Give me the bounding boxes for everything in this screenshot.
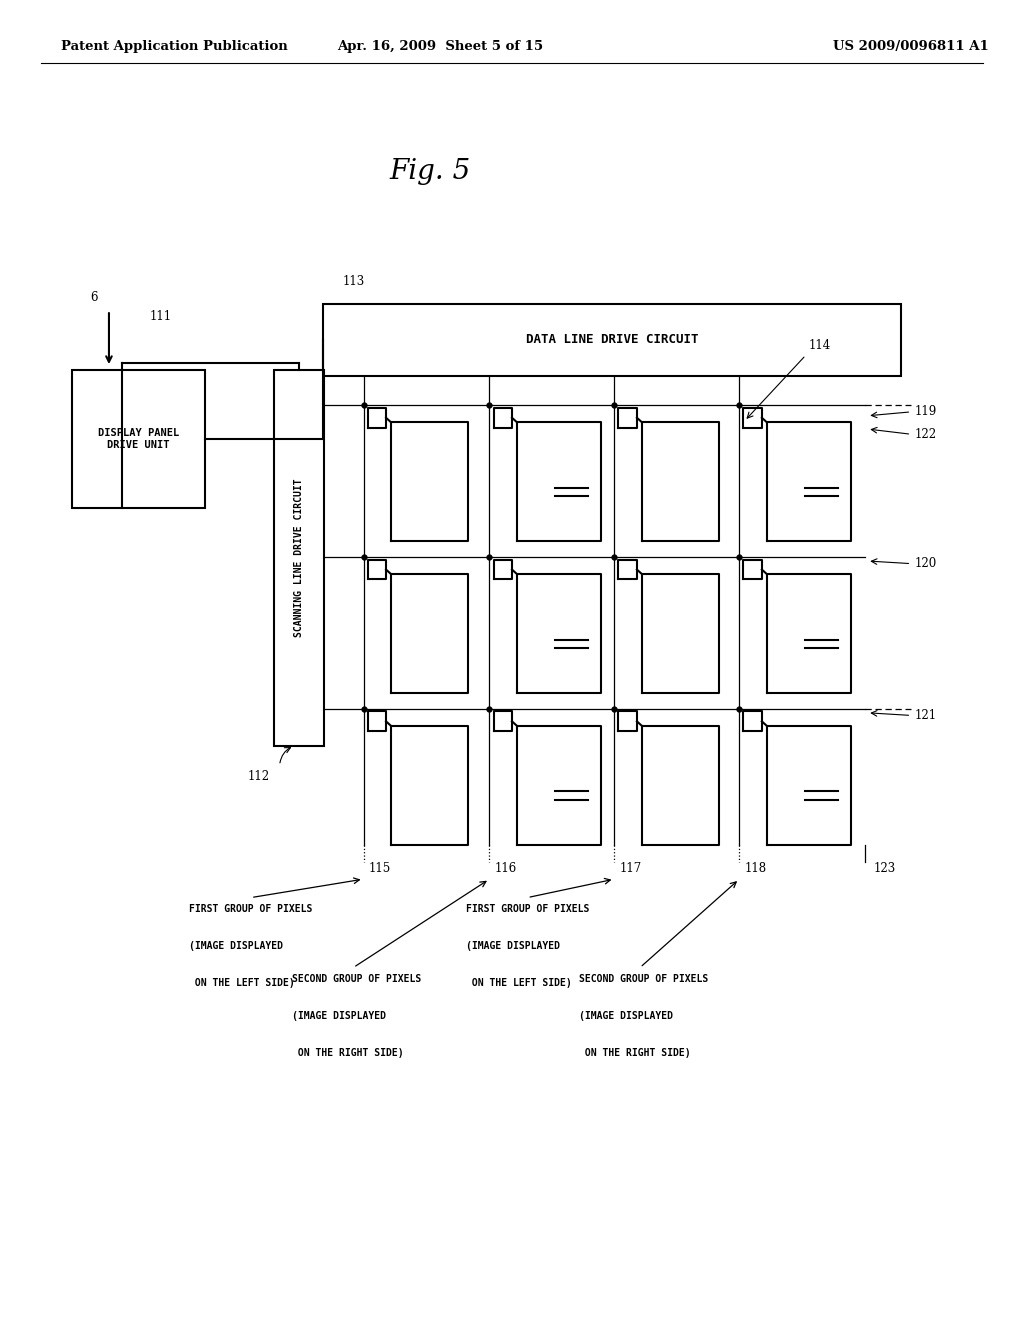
Text: ON THE RIGHT SIDE): ON THE RIGHT SIDE) [292, 1048, 403, 1059]
Text: 116: 116 [495, 862, 517, 875]
Text: (IMAGE DISPLAYED: (IMAGE DISPLAYED [292, 1011, 386, 1022]
Text: 119: 119 [914, 405, 937, 418]
Text: DISPLAY PANEL
DRIVE UNIT: DISPLAY PANEL DRIVE UNIT [97, 428, 179, 450]
Text: 6: 6 [90, 290, 97, 304]
Text: 120: 120 [914, 557, 937, 570]
Text: 123: 123 [873, 862, 896, 875]
Text: US 2009/0096811 A1: US 2009/0096811 A1 [834, 40, 989, 53]
Bar [323, 304, 901, 376]
Text: FIRST GROUP OF PIXELS: FIRST GROUP OF PIXELS [466, 904, 589, 915]
Bar [274, 370, 324, 746]
Text: ON THE LEFT SIDE): ON THE LEFT SIDE) [189, 978, 295, 989]
Text: (IMAGE DISPLAYED: (IMAGE DISPLAYED [189, 941, 284, 952]
Text: 122: 122 [914, 428, 937, 441]
Text: 117: 117 [620, 862, 642, 875]
Text: 112: 112 [247, 770, 269, 783]
Text: SECOND GROUP OF PIXELS: SECOND GROUP OF PIXELS [292, 974, 421, 985]
Text: 114: 114 [809, 339, 831, 352]
Text: 111: 111 [150, 310, 172, 323]
Text: DATA LINE DRIVE CIRCUIT: DATA LINE DRIVE CIRCUIT [525, 334, 698, 346]
Text: Apr. 16, 2009  Sheet 5 of 15: Apr. 16, 2009 Sheet 5 of 15 [337, 40, 544, 53]
Text: 115: 115 [369, 862, 391, 875]
Text: Fig. 5: Fig. 5 [389, 158, 471, 185]
Text: 113: 113 [343, 275, 366, 288]
Text: (IMAGE DISPLAYED: (IMAGE DISPLAYED [466, 941, 560, 952]
Text: SCANNING LINE DRIVE CIRCUIT: SCANNING LINE DRIVE CIRCUIT [294, 478, 304, 638]
Bar [72, 370, 205, 508]
Text: Patent Application Publication: Patent Application Publication [61, 40, 288, 53]
Text: FIRST GROUP OF PIXELS: FIRST GROUP OF PIXELS [189, 904, 312, 915]
Text: (IMAGE DISPLAYED: (IMAGE DISPLAYED [579, 1011, 673, 1022]
Text: ON THE LEFT SIDE): ON THE LEFT SIDE) [466, 978, 571, 989]
Text: 121: 121 [914, 709, 937, 722]
Text: 118: 118 [744, 862, 767, 875]
Text: SECOND GROUP OF PIXELS: SECOND GROUP OF PIXELS [579, 974, 708, 985]
Text: ON THE RIGHT SIDE): ON THE RIGHT SIDE) [579, 1048, 690, 1059]
